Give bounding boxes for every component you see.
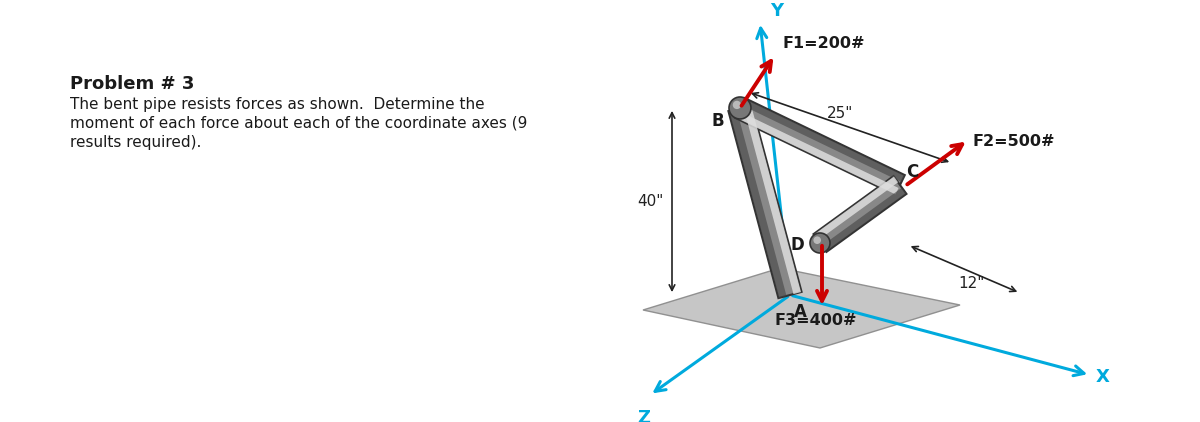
Polygon shape: [728, 105, 802, 298]
Text: F2=500#: F2=500#: [973, 135, 1056, 149]
Polygon shape: [736, 111, 899, 195]
Polygon shape: [742, 99, 905, 182]
Text: F3=400#: F3=400#: [775, 313, 857, 328]
Circle shape: [810, 233, 830, 253]
Circle shape: [814, 236, 821, 244]
Text: C: C: [906, 163, 918, 181]
Polygon shape: [643, 268, 960, 348]
Circle shape: [733, 101, 742, 109]
Text: 40": 40": [637, 194, 664, 209]
Text: 12": 12": [959, 276, 985, 290]
Text: F1=200#: F1=200#: [784, 36, 865, 51]
Text: moment of each force about each of the coordinate axes (9: moment of each force about each of the c…: [70, 116, 527, 131]
Text: results required).: results required).: [70, 135, 202, 150]
Text: X: X: [1096, 368, 1110, 386]
Text: Y: Y: [770, 2, 784, 20]
Polygon shape: [822, 188, 906, 252]
Text: The bent pipe resists forces as shown.  Determine the: The bent pipe resists forces as shown. D…: [70, 97, 485, 112]
Polygon shape: [814, 176, 906, 252]
Polygon shape: [728, 109, 786, 298]
Text: Z: Z: [637, 409, 650, 422]
Text: 25": 25": [827, 106, 853, 121]
Text: B: B: [712, 112, 724, 130]
Polygon shape: [736, 98, 905, 195]
Polygon shape: [744, 105, 802, 294]
Text: Problem # 3: Problem # 3: [70, 75, 194, 93]
Text: D: D: [791, 236, 804, 254]
Text: A: A: [793, 303, 806, 321]
Circle shape: [730, 97, 751, 119]
Polygon shape: [814, 176, 898, 240]
